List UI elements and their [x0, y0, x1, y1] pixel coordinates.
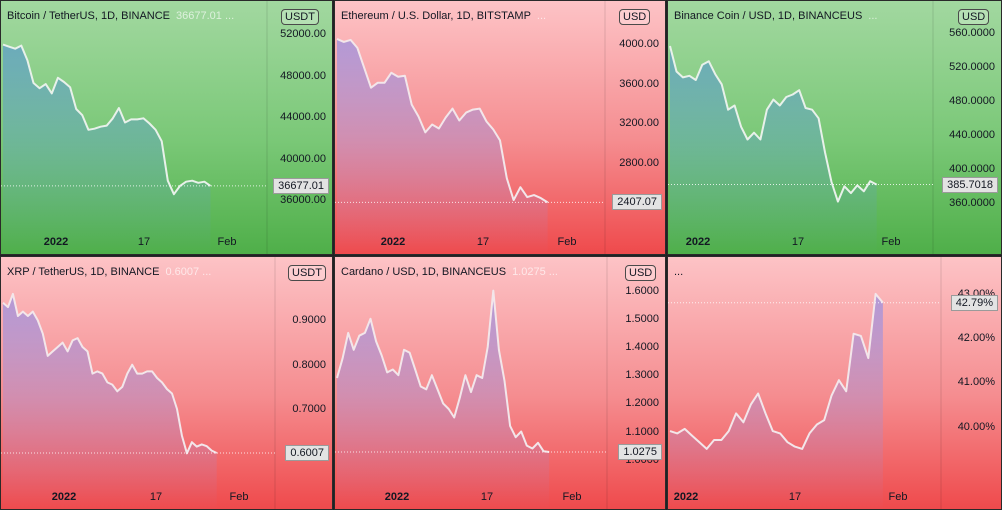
- chart-panel-6[interactable]: ...43.00%42.00%41.00%40.00%42.79%202217F…: [667, 256, 1002, 510]
- price-line: [336, 289, 550, 453]
- currency-badge[interactable]: USDT: [281, 9, 319, 25]
- price-chart[interactable]: [1, 1, 333, 255]
- chart-panel-2[interactable]: Ethereum / U.S. Dollar, 1D, BITSTAMP... U…: [334, 0, 666, 255]
- symbol-title: Ethereum / U.S. Dollar, 1D, BITSTAMP: [341, 10, 531, 22]
- chart-panel-4[interactable]: XRP / TetherUS, 1D, BINANCE 0.6007 ... USD…: [0, 256, 333, 510]
- time-scale-tick: 2022: [380, 236, 406, 248]
- price-area-fill: [3, 293, 217, 509]
- price-scale-tick: 41.00%: [957, 376, 995, 389]
- price-scale-tick: 0.9000: [292, 314, 326, 327]
- price-scale-tick: 520.0000: [949, 61, 995, 74]
- chart-panel-5[interactable]: Cardano / USD, 1D, BINANCEUS 1.0275 ... US…: [334, 256, 666, 510]
- symbol-title: ...: [674, 266, 684, 278]
- time-scale-tick: 2022: [51, 491, 77, 503]
- price-scale-tick: 480.0000: [949, 95, 995, 108]
- last-value-ghost: ...: [868, 10, 878, 22]
- chart-title: ...: [674, 266, 683, 278]
- price-area-fill: [670, 46, 877, 254]
- price-scale-tick: 48000.00: [280, 69, 326, 82]
- price-scale-tick: 42.00%: [957, 332, 995, 345]
- last-price-label: 0.6007: [285, 444, 329, 461]
- price-scale-tick: 1.1000: [625, 425, 659, 438]
- time-scale-tick: Feb: [888, 491, 908, 503]
- chart-title: Cardano / USD, 1D, BINANCEUS 1.0275 ...: [341, 266, 558, 278]
- price-scale-tick: 3600.00: [619, 77, 659, 90]
- price-scale-tick: 1.5000: [625, 312, 659, 325]
- chart-title: XRP / TetherUS, 1D, BINANCE 0.6007 ...: [7, 266, 211, 278]
- price-scale-tick: 40000.00: [280, 152, 326, 165]
- price-scale-tick: 1.4000: [625, 341, 659, 353]
- price-scale-tick: 4000.00: [619, 37, 659, 50]
- last-price-label: 385.7018: [942, 176, 998, 193]
- price-line: [336, 37, 549, 204]
- time-scale-tick: 17: [791, 236, 805, 248]
- last-value-ghost: ...: [536, 10, 547, 22]
- currency-badge[interactable]: USD: [619, 9, 651, 25]
- price-scale-tick: 3200.00: [619, 117, 659, 130]
- last-value-ghost: 0.6007 ...: [165, 266, 212, 278]
- price-chart[interactable]: [335, 1, 666, 255]
- price-scale-tick: 52000.00: [280, 28, 326, 41]
- time-scale-tick: Feb: [557, 236, 577, 248]
- price-scale-tick: 1.6000: [625, 284, 659, 297]
- price-line: [669, 45, 878, 203]
- chart-title: Bitcoin / TetherUS, 1D, BINANCE 36677.01 …: [7, 10, 234, 22]
- symbol-title: Bitcoin / TetherUS, 1D, BINANCE: [7, 10, 171, 22]
- price-scale-tick: 400.0000: [949, 163, 995, 176]
- time-scale-tick: Feb: [229, 491, 249, 503]
- time-scale-tick: 2022: [685, 236, 711, 248]
- time-scale-tick: Feb: [217, 236, 237, 248]
- last-price-label: 42.79%: [950, 294, 998, 311]
- time-scale-tick: 2022: [384, 491, 410, 503]
- time-scale-tick: Feb: [881, 236, 901, 248]
- symbol-title: Cardano / USD, 1D, BINANCEUS: [341, 266, 507, 278]
- price-scale-tick: 36000.00: [280, 194, 326, 207]
- price-chart[interactable]: [1, 257, 333, 510]
- price-scale-tick: 40.00%: [957, 420, 995, 433]
- price-area-fill: [670, 293, 883, 509]
- last-price-label: 1.0275: [618, 443, 662, 460]
- price-scale-tick: 1.2000: [625, 397, 659, 410]
- price-line: [2, 292, 218, 455]
- time-scale-tick: 17: [480, 491, 494, 503]
- price-scale-tick: 44000.00: [280, 111, 326, 124]
- chart-title: Ethereum / U.S. Dollar, 1D, BITSTAMP...: [341, 10, 546, 22]
- price-chart[interactable]: [668, 257, 1002, 510]
- time-scale-tick: 2022: [673, 491, 699, 503]
- price-area-fill: [3, 44, 211, 254]
- currency-badge[interactable]: USDT: [288, 265, 326, 281]
- time-scale-tick: Feb: [562, 491, 582, 503]
- time-scale-tick: 17: [476, 236, 490, 248]
- time-scale-tick: 2022: [43, 236, 69, 248]
- symbol-title: Binance Coin / USD, 1D, BINANCEUS: [674, 10, 863, 22]
- chart-panel-1[interactable]: Bitcoin / TetherUS, 1D, BINANCE 36677.01 …: [0, 0, 333, 255]
- price-line: [2, 43, 212, 196]
- time-scale-tick: 17: [149, 491, 163, 503]
- price-scale-tick: 360.0000: [949, 197, 995, 210]
- currency-badge[interactable]: USD: [958, 9, 990, 25]
- price-scale-tick: 440.0000: [949, 129, 995, 142]
- price-line: [669, 292, 884, 450]
- last-value-ghost: 36677.01 ...: [176, 10, 235, 22]
- price-area-fill: [337, 38, 548, 254]
- price-chart[interactable]: [668, 1, 1002, 255]
- price-scale-tick: 2800.00: [619, 157, 659, 170]
- last-price-label: 36677.01: [273, 177, 329, 194]
- currency-badge[interactable]: USD: [625, 265, 657, 281]
- time-scale-tick: 17: [137, 236, 151, 248]
- price-scale-tick: 560.0000: [949, 27, 995, 40]
- last-value-ghost: 1.0275 ...: [512, 266, 558, 278]
- price-scale-tick: 0.8000: [292, 358, 326, 371]
- price-chart[interactable]: [335, 257, 666, 510]
- price-scale-tick: 1.3000: [625, 369, 659, 382]
- price-scale-tick: 0.7000: [292, 403, 326, 415]
- price-area-fill: [337, 290, 550, 509]
- chart-title: Binance Coin / USD, 1D, BINANCEUS...: [674, 10, 877, 22]
- symbol-title: XRP / TetherUS, 1D, BINANCE: [7, 266, 160, 278]
- chart-panel-3[interactable]: Binance Coin / USD, 1D, BINANCEUS... USD 5…: [667, 0, 1002, 255]
- last-price-label: 2407.07: [612, 194, 662, 211]
- time-scale-tick: 17: [788, 491, 802, 503]
